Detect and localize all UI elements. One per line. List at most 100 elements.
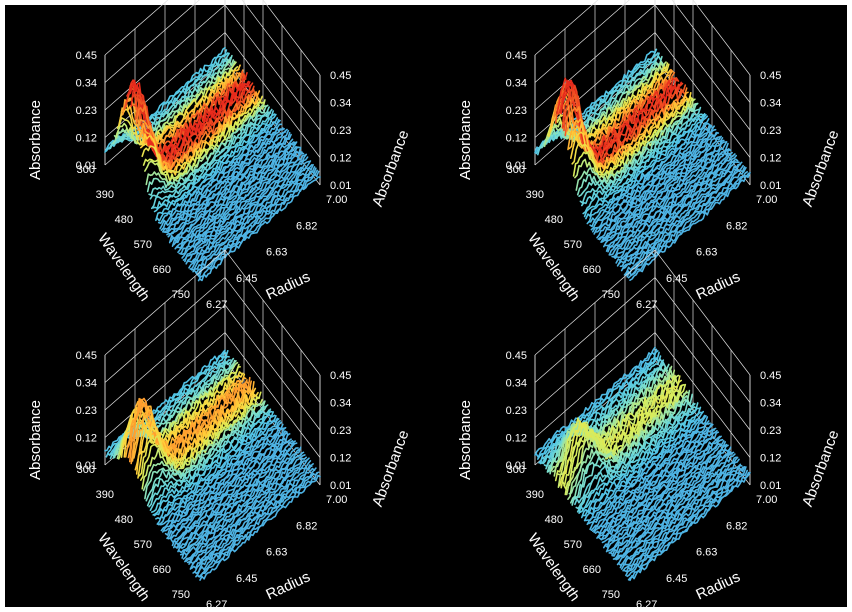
z-tick-right: 0.12 [760, 153, 781, 165]
wavelength-tick: 660 [583, 264, 601, 276]
z-tick-right: 0.01 [330, 480, 351, 492]
z-tick-left: 0.12 [506, 433, 527, 445]
surface-trace [589, 422, 711, 531]
surface-trace [611, 450, 733, 557]
surface-trace [164, 131, 287, 234]
wavelength-tick: 660 [153, 564, 171, 576]
z-tick-left: 0.12 [506, 133, 527, 145]
surface-trace [568, 389, 691, 495]
z-tick-left: 0.23 [506, 105, 527, 117]
z-tick-right: 0.01 [760, 480, 781, 492]
surface-trace [598, 136, 721, 241]
surface-trace [571, 95, 694, 176]
z-tick-right: 0.34 [330, 98, 351, 110]
surface-trace [616, 456, 739, 566]
surface-trace [607, 142, 729, 253]
surface-trace [600, 135, 722, 243]
wavelength-tick: 750 [172, 589, 190, 601]
surface-trace [561, 384, 684, 487]
surface-trace [564, 383, 687, 496]
z-tick-left: 0.45 [76, 50, 97, 62]
surface-trace [160, 421, 283, 532]
surface-trace [138, 397, 261, 477]
z-axis-title-left: Absorbance [457, 100, 474, 180]
surface-trace [586, 115, 709, 225]
radius-tick: 6.27 [206, 299, 227, 311]
surface-trace [619, 463, 742, 569]
surface-trace [609, 148, 732, 256]
surface-trace [157, 418, 280, 526]
surface-trace [168, 433, 291, 539]
surface-trace [182, 451, 305, 560]
surface-trace [622, 466, 744, 572]
surface-trace [167, 431, 290, 540]
wavelength-tick: 660 [153, 264, 171, 276]
surface-trace [576, 102, 699, 196]
z-tick-left: 0.12 [76, 133, 97, 145]
z-tick-right: 0.45 [760, 70, 781, 82]
z-tick-left: 0.34 [76, 78, 97, 90]
surface-trace [625, 466, 747, 577]
surface-trace [626, 469, 749, 578]
surface-trace [585, 114, 707, 220]
surface-trace [148, 409, 270, 508]
surface-trace [591, 423, 714, 533]
wavelength-tick: 480 [545, 514, 563, 526]
z-tick-left: 0.01 [506, 460, 527, 472]
surface-trace [173, 441, 295, 549]
surface-trace [582, 410, 705, 517]
radius-tick: 7.00 [756, 494, 777, 506]
surface-trace [113, 60, 236, 145]
surface-trace [572, 401, 695, 501]
wavelength-tick: 300 [77, 164, 95, 176]
surface-trace [145, 104, 268, 186]
surface-trace [602, 440, 725, 549]
surface-trace [157, 119, 280, 225]
surface-trace [167, 129, 290, 238]
radius-tick: 6.82 [726, 220, 747, 232]
surface-trace [193, 166, 316, 274]
z-tick-left: 0.01 [506, 160, 527, 172]
wavelength-tick: 750 [172, 289, 190, 301]
surface-trace [618, 458, 740, 567]
radius-tick: 6.45 [666, 573, 687, 585]
z-tick-right: 0.34 [760, 398, 781, 410]
radius-tick: 6.82 [296, 220, 317, 232]
surface-trace [598, 435, 721, 541]
surface-trace [597, 431, 720, 539]
surface-trace [542, 60, 665, 146]
panels: 0.01 0.12 0.23 0.34 0.45 0.01 0.12 0.23 0.34 0.45… [27, 0, 842, 611]
z-tick-right: 0.12 [760, 453, 781, 465]
surface-trace [146, 404, 269, 507]
radius-tick: 6.27 [636, 599, 657, 611]
wavelength-tick: 570 [564, 239, 582, 251]
z-axis-title-left: Absorbance [27, 100, 44, 180]
surface-trace [142, 101, 265, 183]
surface-trace [177, 447, 299, 553]
surface-trace [190, 164, 313, 271]
wavelength-tick: 300 [507, 464, 525, 476]
z-tick-right: 0.12 [330, 153, 351, 165]
surface-trace [118, 68, 240, 148]
surface-trace [196, 472, 319, 578]
z-tick-left: 0.34 [76, 378, 97, 390]
surface-trace [585, 414, 707, 522]
z-axis-title-left: Absorbance [27, 400, 44, 480]
surface-trace [175, 141, 298, 249]
z-tick-right: 0.23 [760, 425, 781, 437]
surface-trace [168, 132, 291, 244]
surface-trace [565, 390, 688, 496]
surface-trace [199, 474, 321, 581]
z-tick-left: 0.23 [76, 405, 97, 417]
z-tick-right: 0.01 [760, 180, 781, 192]
surface-trace [594, 128, 717, 233]
wavelength-tick: 480 [545, 214, 563, 226]
surface-trace [620, 161, 743, 272]
z-tick-right: 0.12 [330, 453, 351, 465]
surface-trace [181, 150, 303, 259]
surface-trace [619, 163, 742, 268]
z-tick-left: 0.45 [506, 350, 527, 362]
radius-tick: 6.82 [726, 520, 747, 532]
surface-panel-top-right: 0.01 0.12 0.23 0.34 0.45 0.01 0.12 0.23 0.34 0.45… [457, 0, 842, 311]
